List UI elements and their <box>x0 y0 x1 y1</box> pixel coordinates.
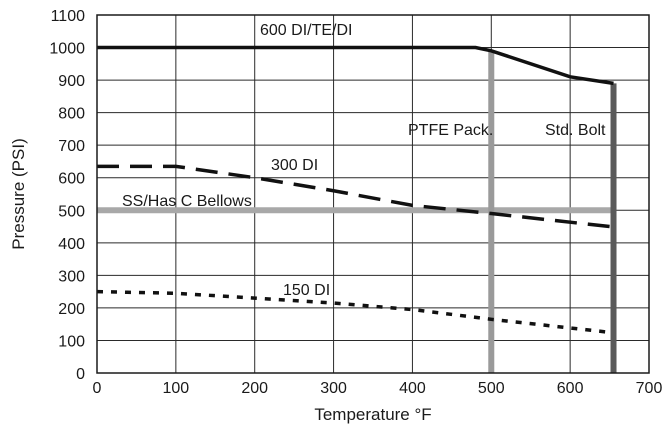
label-ss-has-c-bellows: SS/Has C Bellows <box>122 193 252 210</box>
y-tick-label-2: 200 <box>58 301 85 318</box>
x-tick-label-3: 300 <box>320 380 347 397</box>
y-tick-label-6: 600 <box>58 171 85 188</box>
limit-lines <box>97 50 617 373</box>
annotations: 600 DI/TE/DI 300 DI 150 DI SS/Has C Bellows… <box>122 22 606 299</box>
x-tick-label-5: 500 <box>478 380 505 397</box>
x-tick-label-4: 400 <box>399 380 426 397</box>
plot-frame <box>96 14 650 374</box>
label-ptfe-pack: PTFE Pack. <box>408 122 493 139</box>
y-tick-label-4: 400 <box>58 236 85 253</box>
series-line-1 <box>97 164 610 229</box>
series-lines <box>96 45 614 335</box>
y-tick-label-3: 300 <box>58 268 85 285</box>
label-std-bolt: Std. Bolt <box>545 122 606 139</box>
x-axis-title: Temperature °F <box>314 405 431 424</box>
label-600-di-te-di: 600 DI/TE/DI <box>260 22 352 39</box>
x-tick-label-6: 600 <box>557 380 584 397</box>
label-300-di: 300 DI <box>271 157 318 174</box>
y-tick-label-9: 900 <box>58 73 85 90</box>
y-tick-label-0: 0 <box>76 366 85 383</box>
tick-labels: 0 100 200 300 400 500 600 700 0 100 200 300 400 500 60… <box>49 8 662 397</box>
y-tick-label-5: 500 <box>58 203 85 220</box>
x-tick-label-2: 200 <box>241 380 268 397</box>
y-tick-label-10: 1000 <box>49 41 85 58</box>
series-line-0 <box>97 45 614 86</box>
y-tick-label-11: 1100 <box>51 8 86 25</box>
x-tick-label-7: 700 <box>636 380 663 397</box>
series-line-2 <box>96 289 610 335</box>
y-tick-label-7: 700 <box>58 138 85 155</box>
x-tick-label-0: 0 <box>93 380 102 397</box>
x-tick-label-1: 100 <box>163 380 190 397</box>
label-150-di: 150 DI <box>283 282 330 299</box>
y-axis-title: Pressure (PSI) <box>9 138 28 249</box>
y-tick-label-1: 100 <box>58 333 85 350</box>
y-tick-label-8: 800 <box>58 106 85 123</box>
